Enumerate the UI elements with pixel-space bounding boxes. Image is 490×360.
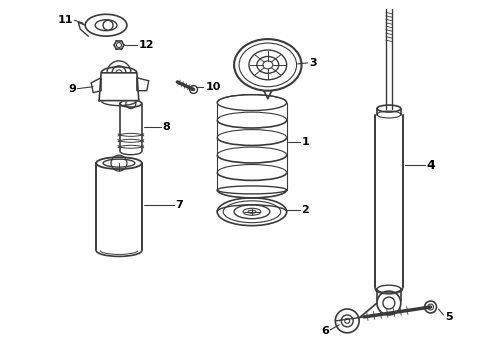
Text: 3: 3 <box>310 58 317 68</box>
Text: 12: 12 <box>139 40 154 50</box>
Text: 9: 9 <box>69 84 76 94</box>
Polygon shape <box>99 73 139 100</box>
Text: 10: 10 <box>205 82 221 92</box>
Text: 2: 2 <box>301 205 309 215</box>
Text: 5: 5 <box>445 312 453 322</box>
Text: 6: 6 <box>321 326 329 336</box>
Text: 8: 8 <box>163 122 171 132</box>
Text: 7: 7 <box>175 200 183 210</box>
Text: 4: 4 <box>427 159 435 172</box>
Text: 11: 11 <box>58 15 74 25</box>
Text: 1: 1 <box>301 137 309 147</box>
